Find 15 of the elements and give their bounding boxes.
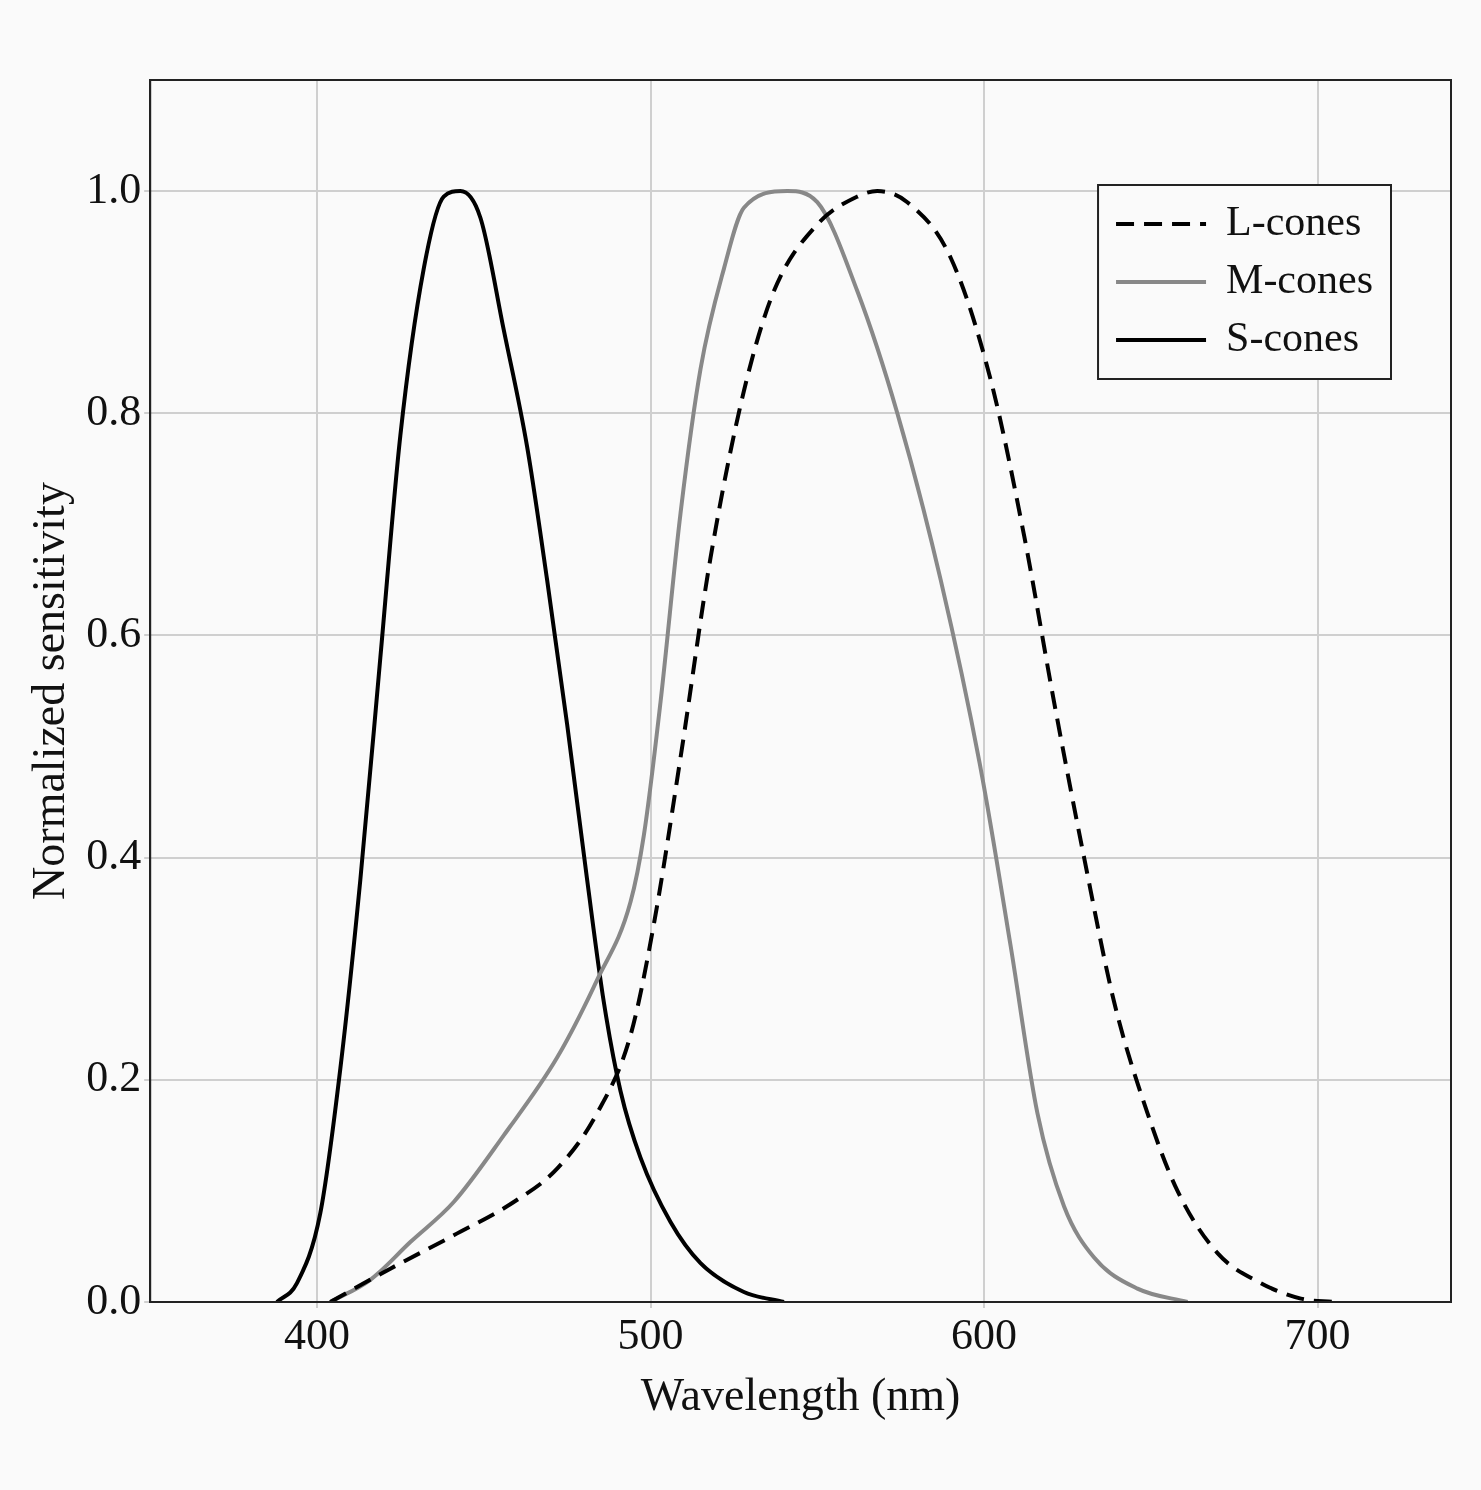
x-tick-label: 700 — [1284, 1309, 1351, 1359]
y-tick-label: 1.0 — [86, 163, 142, 213]
y-tick-label: 0.2 — [86, 1052, 142, 1102]
x-tick-label: 500 — [617, 1309, 684, 1359]
x-tick-label: 600 — [951, 1309, 1018, 1359]
y-tick-label: 0.6 — [86, 608, 142, 658]
y-tick-label: 0.4 — [86, 830, 142, 880]
y-tick-label: 0.0 — [86, 1274, 142, 1324]
y-axis-title: Normalized sensitivity — [22, 482, 74, 900]
x-tick-label: 400 — [283, 1309, 350, 1359]
legend-label: M-cones — [1226, 256, 1374, 303]
legend-label: S-cones — [1226, 314, 1360, 361]
x-axis-title: Wavelength (nm) — [640, 1369, 961, 1421]
legend-label: L-cones — [1226, 198, 1362, 245]
y-tick-label: 0.8 — [86, 385, 142, 435]
